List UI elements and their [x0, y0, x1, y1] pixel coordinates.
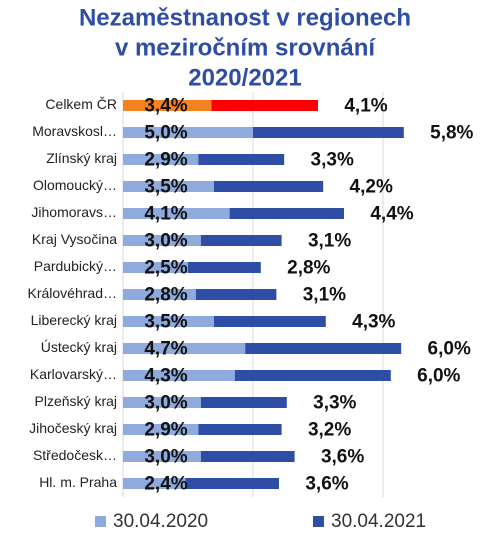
- bar: [123, 370, 235, 381]
- value-label: 4,1%: [144, 204, 187, 225]
- y-tick-label: Pardubický…: [34, 258, 117, 274]
- bar: [123, 235, 201, 246]
- bar: [201, 235, 282, 246]
- chart-title: Nezaměstnanost v regionech: [79, 4, 411, 31]
- bar: [123, 316, 214, 327]
- bar: [123, 451, 201, 462]
- y-tick-label: Jihomoravs…: [31, 204, 117, 220]
- legend-label: 30.04.2021: [331, 511, 426, 532]
- y-tick-label: Královéhrad…: [28, 285, 118, 301]
- value-label: 3,1%: [303, 285, 346, 306]
- bar: [123, 154, 199, 165]
- value-label: 3,1%: [308, 231, 351, 252]
- bar: [123, 181, 214, 192]
- bar: [198, 154, 285, 165]
- y-tick-label: Středočesk…: [33, 447, 117, 463]
- value-label: 2,4%: [144, 474, 187, 495]
- legend-swatch: [95, 516, 106, 527]
- bar: [253, 127, 404, 138]
- value-label: 3,3%: [313, 393, 356, 414]
- value-label: 3,5%: [144, 177, 187, 198]
- y-tick-label: Olomoucký…: [33, 177, 117, 193]
- bar: [201, 451, 295, 462]
- value-label: 3,0%: [144, 231, 187, 252]
- bar: [201, 397, 287, 408]
- value-label: 3,4%: [144, 96, 187, 117]
- bar: [195, 289, 277, 300]
- legend-swatch: [313, 516, 324, 527]
- bar: [123, 262, 188, 273]
- y-tick-label: Plzeňský kraj: [35, 393, 117, 409]
- bar: [245, 343, 402, 354]
- value-label: 4,7%: [144, 339, 187, 360]
- value-label: 2,8%: [144, 285, 187, 306]
- y-tick-label: Moravskosl…: [32, 123, 117, 139]
- value-label: 5,8%: [430, 123, 473, 144]
- value-label: 4,2%: [350, 177, 393, 198]
- bar: [123, 478, 186, 489]
- value-label: 6,0%: [417, 366, 460, 387]
- bar: [198, 424, 282, 435]
- value-label: 4,3%: [352, 312, 395, 333]
- value-label: 6,0%: [428, 339, 471, 360]
- legend-label: 30.04.2020: [113, 511, 208, 532]
- bar: [123, 208, 230, 219]
- value-label: 2,9%: [144, 150, 187, 171]
- y-tick-label: Kraj Vysočina: [32, 231, 117, 247]
- bar: [188, 262, 261, 273]
- value-label: 2,8%: [287, 258, 330, 279]
- bar: [229, 208, 344, 219]
- bar: [123, 424, 199, 435]
- y-tick-label: Karlovarský…: [30, 366, 117, 382]
- chart-title: 2020/2021: [188, 64, 301, 91]
- bar: [123, 127, 253, 138]
- y-tick-label: Zlínský kraj: [46, 150, 117, 166]
- bar: [211, 100, 318, 111]
- y-tick-label: Jihočeský kraj: [29, 420, 117, 436]
- chart-title: v meziročním srovnání: [115, 34, 376, 61]
- value-label: 3,3%: [311, 150, 354, 171]
- bar: [185, 478, 279, 489]
- value-label: 4,3%: [144, 366, 187, 387]
- bar: [123, 289, 196, 300]
- bar: [234, 370, 391, 381]
- value-label: 3,0%: [144, 447, 187, 468]
- value-label: 5,0%: [144, 123, 187, 144]
- value-label: 3,2%: [308, 420, 351, 441]
- value-label: 3,6%: [305, 474, 348, 495]
- y-tick-label: Liberecký kraj: [31, 312, 117, 328]
- y-tick-label: Ústecký kraj: [41, 339, 117, 355]
- value-label: 3,5%: [144, 312, 187, 333]
- value-label: 3,0%: [144, 393, 187, 414]
- bar: [123, 343, 246, 354]
- value-label: 4,1%: [344, 96, 387, 117]
- bar: [123, 100, 212, 111]
- bar: [123, 397, 201, 408]
- bar: [214, 181, 324, 192]
- value-label: 3,6%: [321, 447, 364, 468]
- y-tick-label: Celkem ČR: [45, 96, 117, 112]
- bar: [214, 316, 326, 327]
- value-label: 2,5%: [144, 258, 187, 279]
- value-label: 2,9%: [144, 420, 187, 441]
- value-label: 4,4%: [370, 204, 413, 225]
- y-tick-label: Hl. m. Praha: [39, 474, 117, 490]
